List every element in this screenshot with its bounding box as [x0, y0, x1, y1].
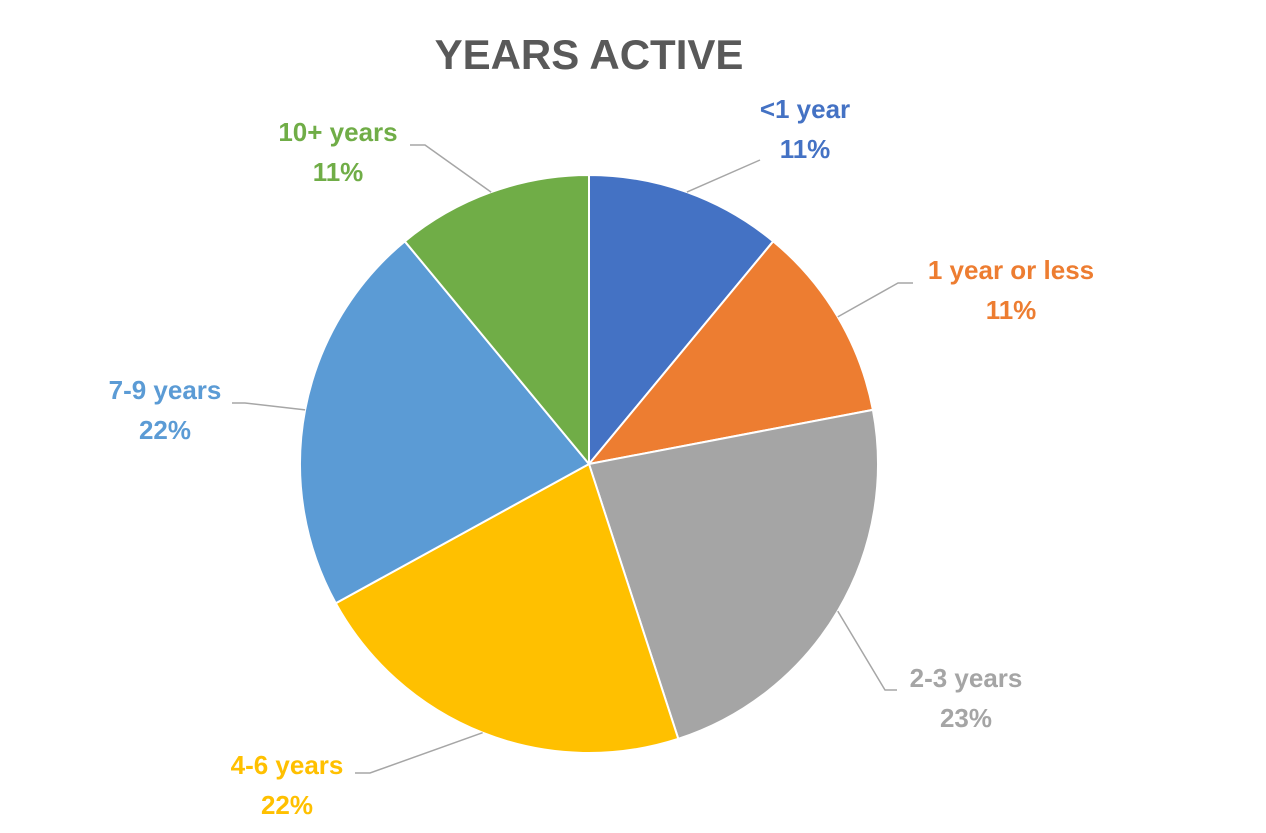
- pie-slice: [403, 173, 590, 467]
- value-label: 11%: [986, 295, 1037, 325]
- category-label: 4-6 years: [231, 750, 344, 780]
- leader-line: [837, 282, 913, 318]
- value-label: 11%: [780, 134, 831, 164]
- category-label: 7-9 years: [109, 375, 222, 405]
- chart-title: YEARS ACTIVE: [435, 31, 744, 78]
- pie-slice: [587, 408, 879, 741]
- pie-slice: [588, 173, 775, 467]
- value-label: 22%: [139, 415, 191, 445]
- value-label: 11%: [313, 157, 364, 187]
- pie-slice: [299, 239, 591, 605]
- pie-slice: [334, 462, 680, 754]
- value-label: 22%: [261, 790, 313, 820]
- value-label: 23%: [940, 703, 992, 733]
- category-label: 2-3 years: [910, 663, 1023, 693]
- category-label: 10+ years: [278, 117, 397, 147]
- pie-slice: [586, 239, 875, 466]
- leader-line: [686, 159, 761, 193]
- category-label: 1 year or less: [928, 255, 1094, 285]
- leader-line: [410, 144, 492, 193]
- category-label: <1 year: [760, 94, 850, 124]
- leader-line: [355, 731, 483, 774]
- leader-line: [232, 402, 306, 411]
- leader-line: [837, 610, 897, 691]
